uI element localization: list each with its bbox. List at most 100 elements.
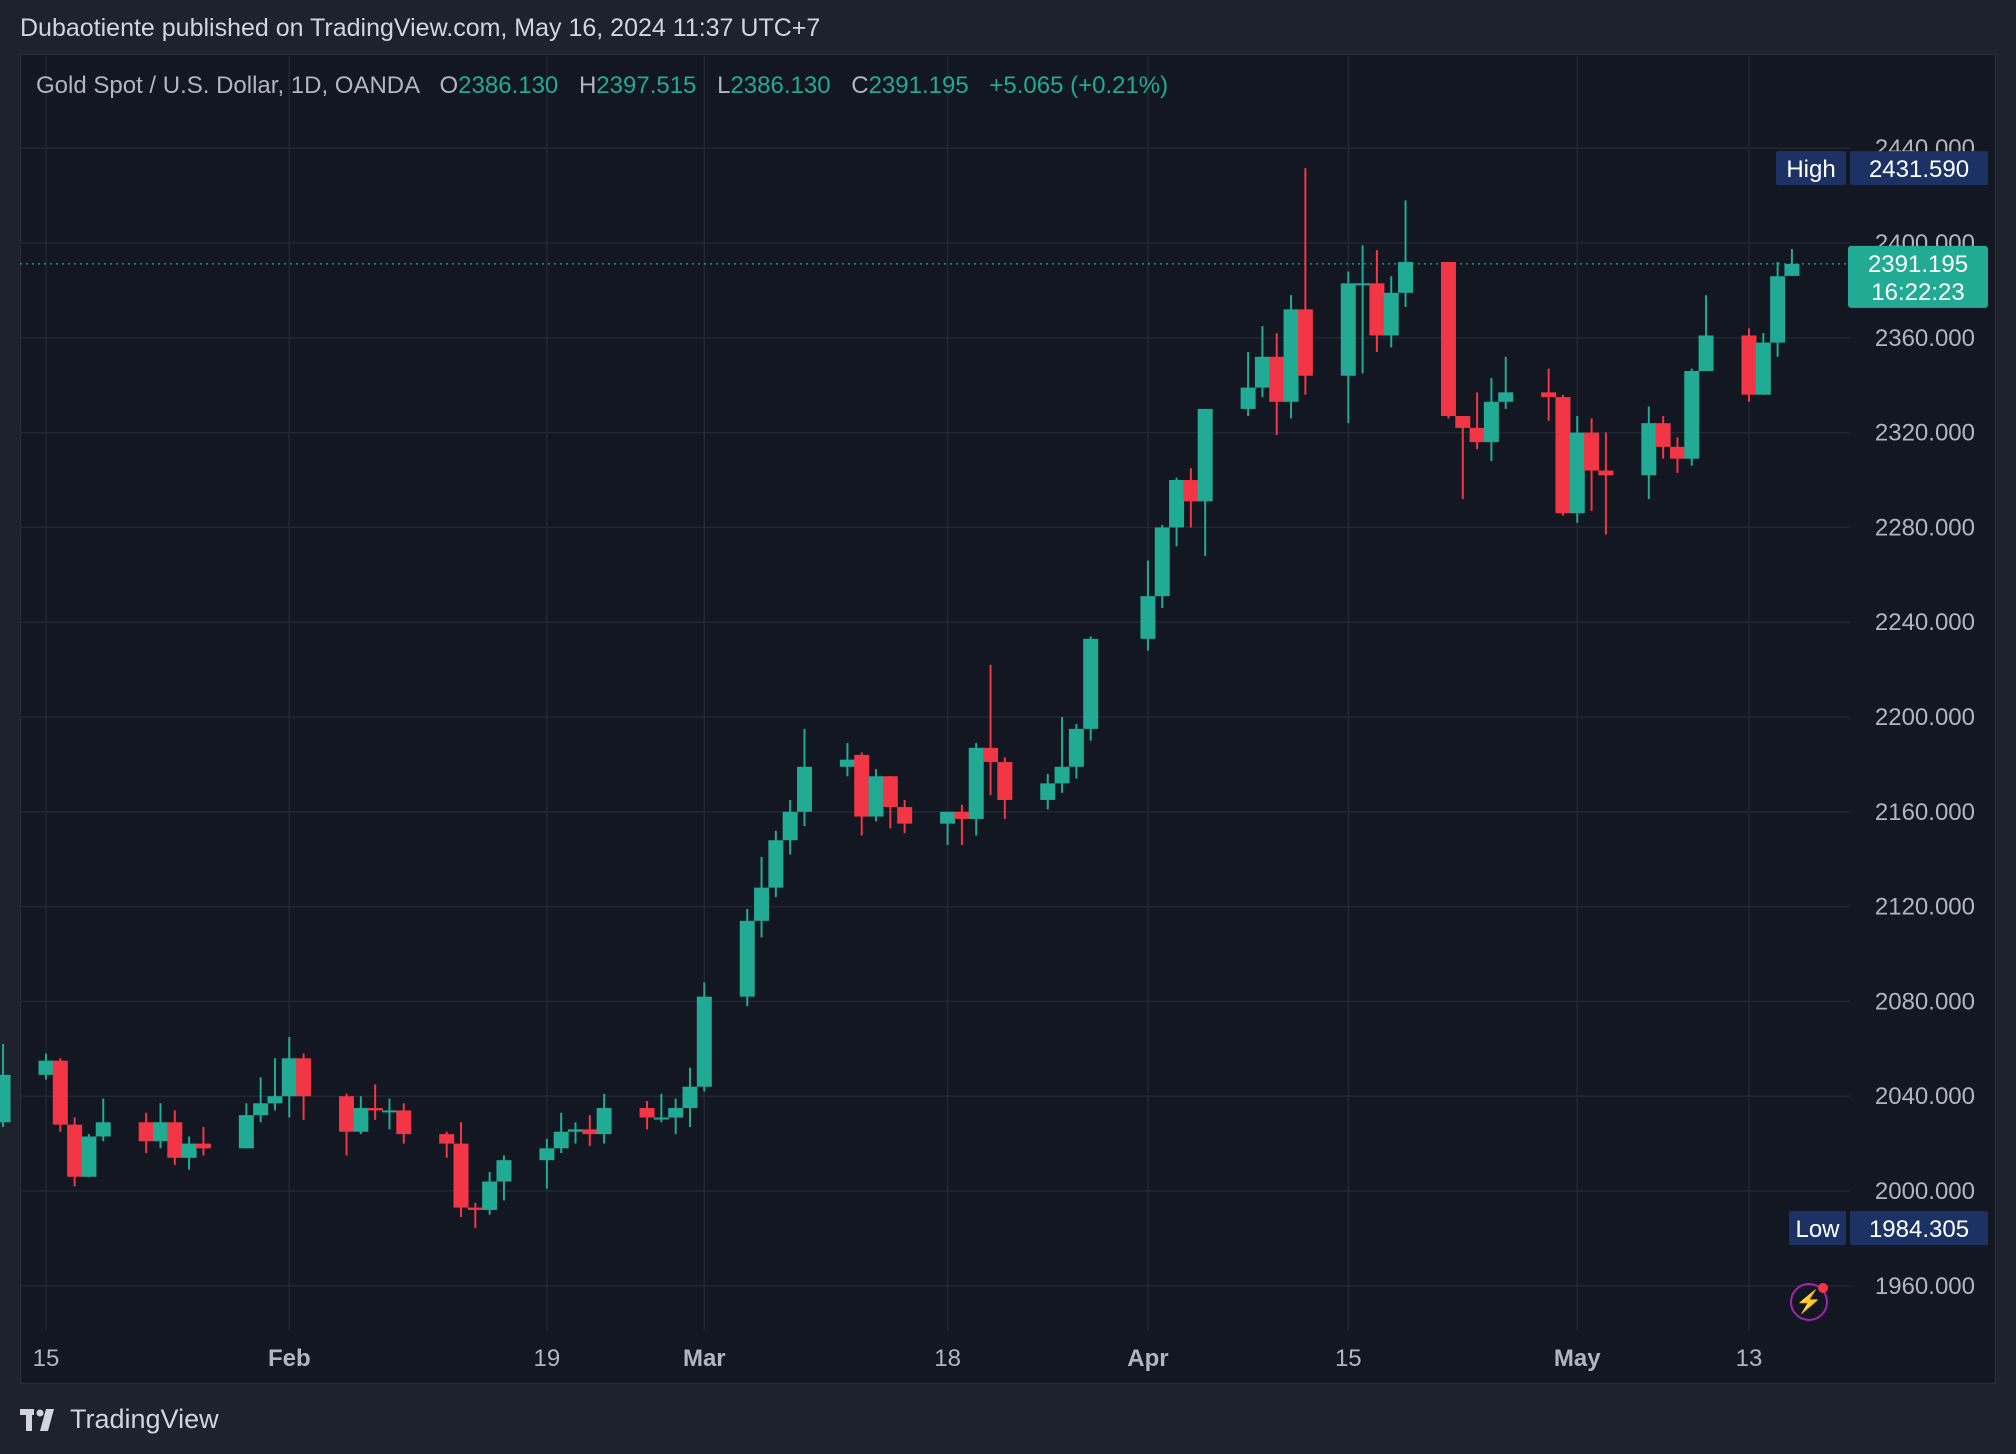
candle: [1784, 248, 1800, 276]
candle: [453, 1122, 469, 1218]
candle: [467, 1202, 483, 1229]
price-tick-label: 2120.000: [1875, 894, 1975, 921]
high-badge-label: High: [1786, 156, 1835, 183]
low-badge-label: Low: [1795, 1216, 1840, 1243]
candle-body: [1183, 480, 1199, 502]
low-value: 2386.130: [730, 72, 831, 99]
candle: [839, 743, 855, 777]
chart-pane[interactable]: [20, 54, 1996, 1384]
candle-body: [1154, 527, 1170, 597]
candle: [396, 1103, 412, 1144]
candle-body: [839, 759, 855, 767]
candle-body: [1169, 480, 1185, 528]
time-tick-label: 15: [1335, 1345, 1362, 1372]
candle-body: [1054, 766, 1070, 784]
candle-body: [195, 1143, 211, 1149]
lightning-icon[interactable]: ⚡: [1790, 1283, 1828, 1321]
price-tick-label: 2040.000: [1875, 1083, 1975, 1110]
price-axis: 2440.0002400.0002360.0002320.0002280.000…: [1875, 135, 1975, 1300]
candle: [1254, 325, 1270, 398]
candle: [782, 799, 798, 855]
last-price-bg: [1848, 245, 1988, 308]
candle: [238, 1103, 254, 1149]
candle: [482, 1172, 498, 1215]
candle-body: [1483, 401, 1499, 443]
candle: [38, 1053, 54, 1080]
high-badge-label-bg: [1776, 151, 1846, 186]
candle-body: [1584, 432, 1600, 471]
candle-body: [983, 747, 999, 763]
candle-body: [1355, 283, 1371, 286]
candle: [868, 769, 884, 822]
candle-body: [968, 747, 984, 819]
candle-body: [1240, 387, 1256, 409]
candle-body: [52, 1060, 68, 1125]
candle-body: [897, 807, 913, 824]
candle: [1483, 378, 1499, 462]
candle-body: [467, 1207, 483, 1210]
candle: [1040, 773, 1056, 810]
high-badge: High 2431.590: [1776, 151, 1988, 186]
candle: [940, 811, 956, 845]
close-value: 2391.195: [868, 72, 969, 99]
candle: [195, 1127, 211, 1156]
low-badge: Low 1984.305: [1789, 1211, 1988, 1246]
candle: [95, 1098, 111, 1142]
time-tick-label: 13: [1736, 1345, 1763, 1372]
candle-body: [653, 1117, 669, 1120]
candle: [768, 830, 784, 898]
candle-body: [596, 1108, 612, 1135]
candle-body: [639, 1108, 655, 1118]
candle-body: [152, 1122, 168, 1142]
candle-body: [1254, 356, 1270, 388]
candle-body: [1555, 397, 1571, 514]
low-badge-value-bg: [1850, 1211, 1988, 1246]
candle: [1655, 416, 1671, 459]
candle: [796, 728, 812, 827]
candle: [1383, 276, 1399, 348]
candle-body: [1083, 638, 1099, 729]
candle: [181, 1136, 197, 1170]
candle-body: [1655, 423, 1671, 447]
open-value: 2386.130: [458, 72, 559, 99]
footer-brand: TradingView: [70, 1404, 219, 1434]
low-label: L: [717, 72, 731, 99]
candle-body: [940, 811, 956, 824]
tradingview-logo[interactable]: TradingView: [20, 1404, 219, 1435]
close-label: C: [851, 72, 869, 99]
low-badge-label-bg: [1789, 1211, 1846, 1246]
candle: [539, 1138, 555, 1189]
candle-body: [238, 1115, 254, 1149]
candle: [968, 743, 984, 836]
candles: [0, 168, 1800, 1229]
candle-body: [539, 1148, 555, 1161]
candle-body: [882, 776, 898, 808]
price-tick-label: 2320.000: [1875, 420, 1975, 447]
candle-body: [267, 1096, 283, 1104]
candle-body: [696, 996, 712, 1087]
time-axis: 15 Feb 19 Mar 18 Apr 15 May 13: [33, 1345, 1763, 1372]
candle-body: [854, 754, 870, 817]
candle-body: [1398, 262, 1414, 293]
candle-body: [1197, 408, 1213, 502]
low-badge-value: 1984.305: [1869, 1216, 1969, 1243]
time-tick-label: Mar: [683, 1345, 726, 1372]
candle-body: [167, 1122, 183, 1158]
candle: [1641, 406, 1657, 499]
candle: [1197, 408, 1213, 556]
candle: [138, 1112, 154, 1154]
candle: [1440, 262, 1456, 419]
candle: [754, 856, 770, 938]
price-tick-label: 2000.000: [1875, 1178, 1975, 1205]
candle: [152, 1103, 168, 1149]
candle-body: [281, 1058, 297, 1097]
candle: [1054, 717, 1070, 793]
candle: [281, 1036, 297, 1118]
candle: [381, 1098, 397, 1130]
high-badge-value-bg: [1850, 151, 1988, 186]
time-tick-label: 19: [534, 1345, 561, 1372]
candle: [1498, 356, 1514, 409]
